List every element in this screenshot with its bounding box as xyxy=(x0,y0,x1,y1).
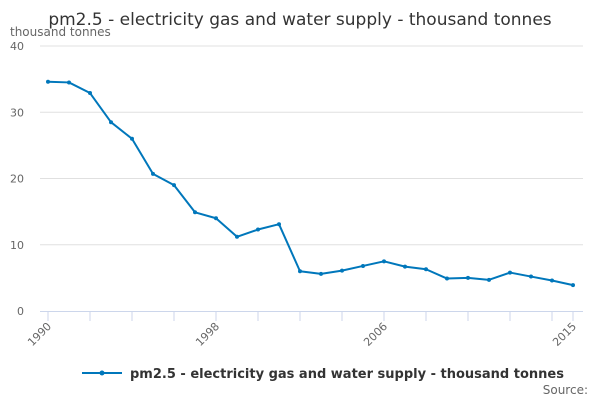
x-tick-label: 2015 xyxy=(550,320,579,349)
data-point xyxy=(235,234,239,239)
data-point xyxy=(508,270,512,275)
data-point xyxy=(256,227,260,232)
y-axis-label: thousand tonnes xyxy=(10,25,111,39)
data-point xyxy=(172,183,176,188)
data-point xyxy=(193,210,197,215)
data-point xyxy=(487,277,491,282)
data-point xyxy=(424,267,428,272)
data-point xyxy=(88,91,92,96)
source-label[interactable]: Source: xyxy=(543,383,588,397)
data-point xyxy=(319,271,323,276)
data-point xyxy=(151,171,155,176)
y-tick-label: 0 xyxy=(17,305,24,318)
data-point xyxy=(571,283,575,288)
x-tick-label: 1998 xyxy=(193,320,222,349)
legend-marker xyxy=(99,370,105,376)
chart-title: pm2.5 - electricity gas and water supply… xyxy=(48,10,551,30)
x-tick-label: 1990 xyxy=(25,320,54,349)
series-line xyxy=(47,80,574,287)
y-tick-label: 40 xyxy=(10,40,24,53)
data-point xyxy=(550,278,554,283)
data-point xyxy=(46,79,50,84)
data-point xyxy=(361,263,365,268)
data-point xyxy=(277,222,281,227)
data-point xyxy=(340,268,344,273)
y-tick-label: 30 xyxy=(10,106,24,119)
data-point xyxy=(109,120,113,125)
x-tick-label: 2006 xyxy=(361,320,390,349)
data-point xyxy=(214,216,218,221)
data-point xyxy=(298,269,302,274)
data-point xyxy=(466,275,470,280)
data-point xyxy=(67,80,71,85)
y-tick-label: 10 xyxy=(10,239,24,252)
data-point xyxy=(529,274,533,279)
data-point xyxy=(403,264,407,269)
y-tick-label: 20 xyxy=(10,173,24,186)
legend[interactable]: pm2.5 - electricity gas and water supply… xyxy=(82,367,564,382)
data-point xyxy=(445,276,449,281)
data-point xyxy=(130,136,134,141)
data-point xyxy=(382,259,386,264)
legend-label: pm2.5 - electricity gas and water supply… xyxy=(130,367,564,382)
